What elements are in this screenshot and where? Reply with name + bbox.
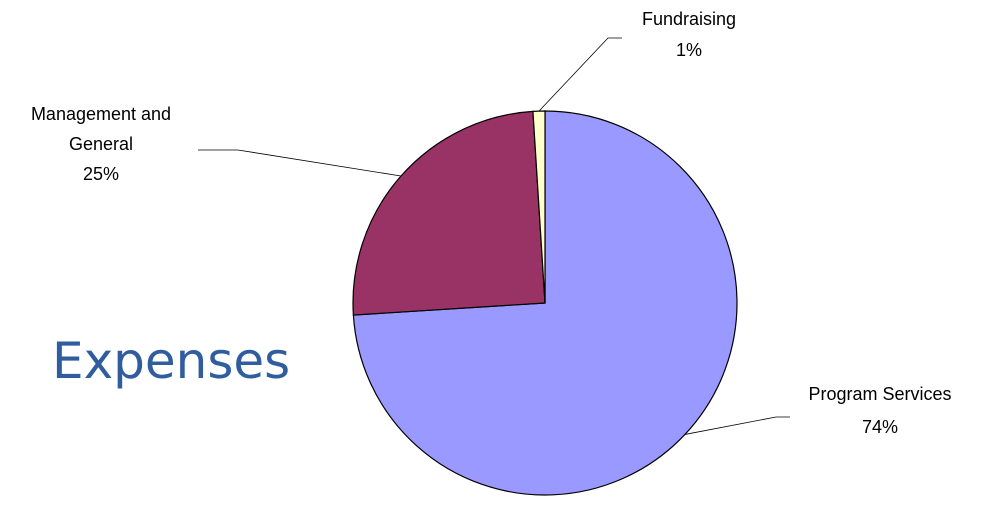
leader-lines bbox=[198, 37, 790, 435]
label-management-name-1: Management and bbox=[31, 104, 171, 124]
pie-slice-management-general bbox=[352, 110, 546, 316]
label-management-pct: 25% bbox=[83, 164, 119, 184]
label-program-name: Program Services bbox=[808, 384, 951, 404]
leader-line-management bbox=[198, 149, 402, 177]
label-program-pct: 74% bbox=[862, 417, 898, 437]
leader-line-program bbox=[684, 416, 790, 435]
label-management-name-2: General bbox=[69, 134, 133, 154]
label-fundraising-pct: 1% bbox=[676, 40, 702, 60]
label-fundraising-name: Fundraising bbox=[642, 9, 736, 29]
chart-title: Expenses bbox=[52, 332, 291, 390]
pie-slice-fundraising bbox=[532, 110, 546, 304]
pie-slices bbox=[352, 110, 738, 496]
leader-line-fundraising bbox=[538, 37, 622, 112]
